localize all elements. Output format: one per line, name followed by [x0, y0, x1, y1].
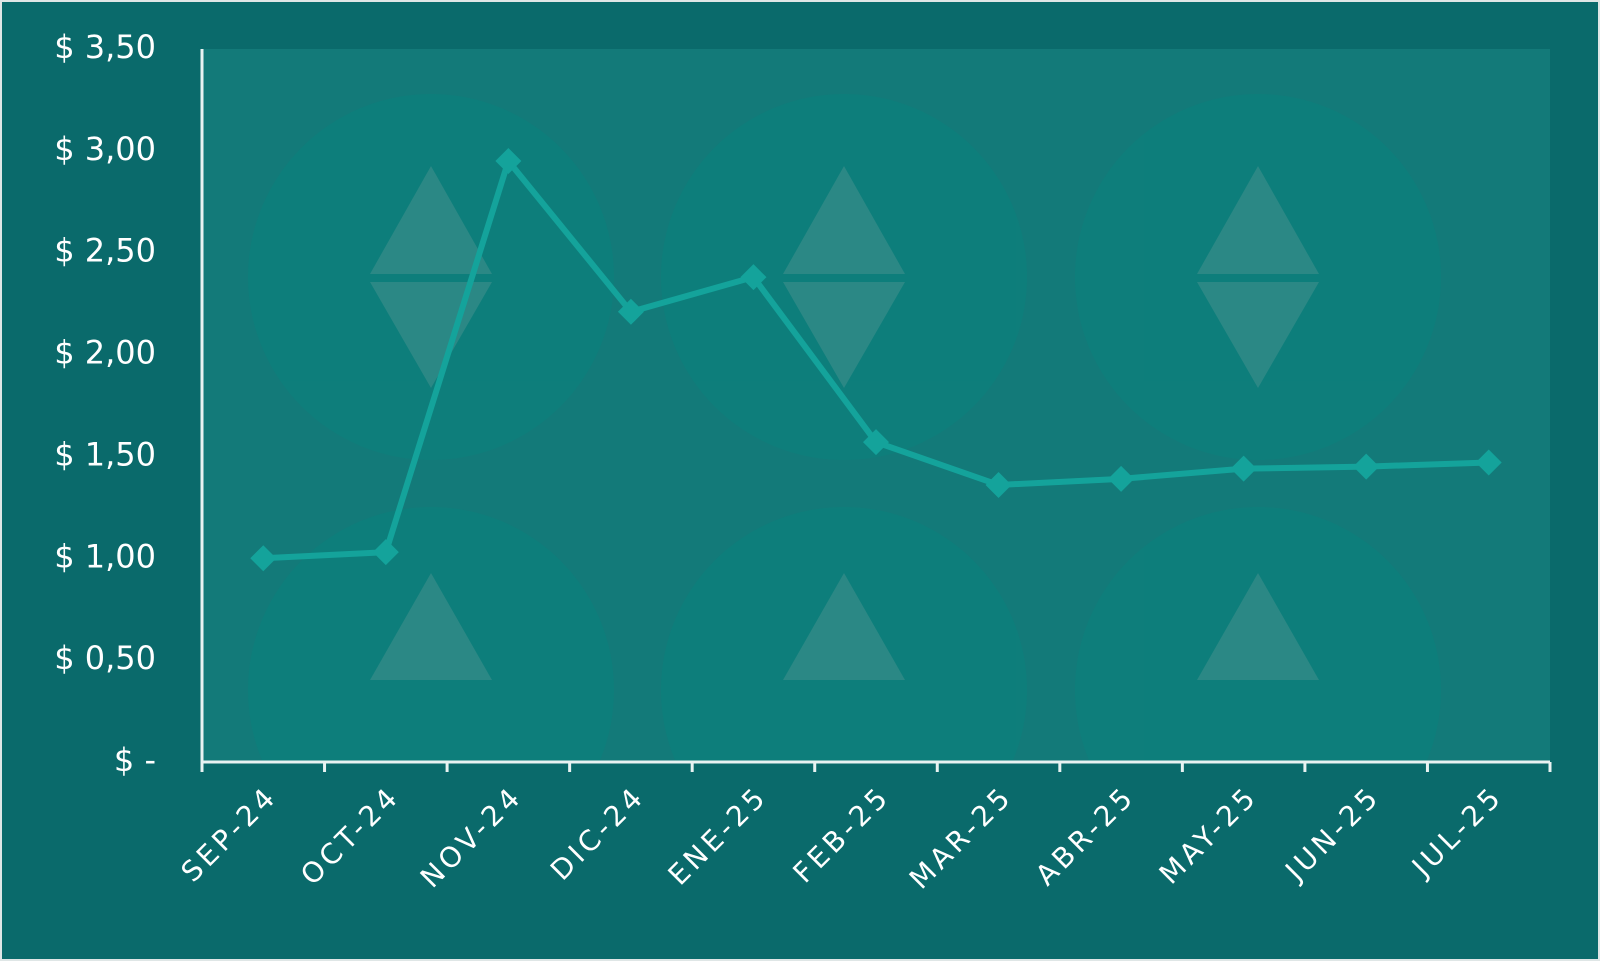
data-point	[617, 298, 644, 325]
y-tick-label: $ 1,50	[54, 435, 156, 473]
data-point	[1230, 455, 1257, 482]
data-point	[1353, 453, 1380, 480]
data-point	[863, 429, 889, 456]
data-point	[1475, 449, 1502, 476]
data-point	[495, 148, 522, 175]
background-icons	[370, 166, 1319, 680]
data-point	[1108, 465, 1135, 492]
y-tick-label: $ -	[114, 741, 156, 779]
data-point	[985, 471, 1012, 498]
y-tick-label: $ 0,50	[54, 639, 156, 677]
y-tick-label: $ 3,00	[54, 130, 156, 168]
y-tick-label: $ 3,50	[54, 28, 156, 66]
data-point	[372, 539, 399, 566]
plot-mask	[1550, 49, 1598, 762]
plot-mask	[202, 762, 1598, 959]
y-tick-label: $ 2,50	[54, 232, 156, 270]
data-point	[250, 545, 277, 572]
data-point	[740, 264, 767, 291]
y-tick-label: $ 1,00	[54, 537, 156, 575]
y-tick-label: $ 2,00	[54, 334, 156, 372]
